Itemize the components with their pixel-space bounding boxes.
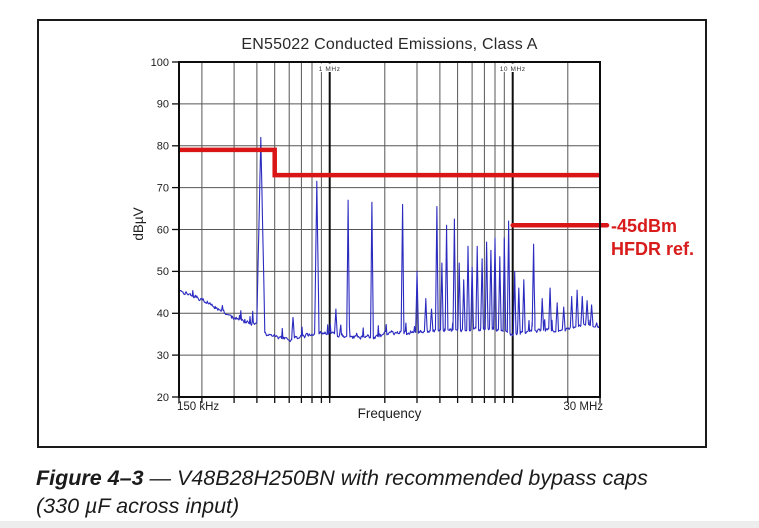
y-tick-label: 100 <box>151 57 169 69</box>
x-axis-start-label: 150 kHz <box>177 401 220 413</box>
x-axis-end-label: 30 MHz <box>563 401 603 413</box>
limit-line <box>179 147 600 178</box>
x-decade-label: 10 MHz <box>500 66 526 73</box>
figure-caption: Figure 4–3 — V48B28H250BN with recommend… <box>36 464 726 520</box>
caption-title: V48B28H250BN with recommended bypass cap… <box>177 466 648 490</box>
emissions-trace <box>178 136 600 343</box>
grid-lines <box>179 62 600 397</box>
hfdr-ref-annotation-line2: HFDR ref. <box>611 239 695 259</box>
y-tick-label: 50 <box>157 266 169 278</box>
hfdr-ref-annotation-line1: -45dBm <box>611 216 678 236</box>
y-tick-label: 30 <box>157 350 169 362</box>
x-decade-labels: 1 MHz 10 MHz <box>315 63 530 73</box>
y-tick-label: 70 <box>157 182 169 194</box>
y-tick-label: 40 <box>157 308 169 320</box>
page-edge <box>0 521 759 528</box>
axis-ticks <box>172 61 601 403</box>
caption-figure-number: Figure 4–3 <box>36 466 144 490</box>
x-decade-label: 1 MHz <box>319 66 341 73</box>
decade-lines <box>328 62 514 397</box>
chart-title: EN55022 Conducted Emissions, Class A <box>241 36 538 53</box>
y-tick-labels: 100 90 80 70 60 50 40 30 20 <box>151 57 169 404</box>
y-tick-label: 80 <box>157 141 169 153</box>
hfdr-ref-annotation: -45dBm HFDR ref. <box>611 215 694 261</box>
caption-line-2: (330 µF across input) <box>36 494 240 518</box>
x-axis-title: Frequency <box>357 406 422 421</box>
caption-line-1: Figure 4–3 — V48B28H250BN with recommend… <box>36 464 726 492</box>
y-tick-label: 90 <box>157 99 169 111</box>
caption-dash: — <box>143 466 177 490</box>
y-tick-label: 60 <box>157 224 169 236</box>
y-tick-label: 20 <box>157 392 169 404</box>
y-axis-label: dBµV <box>131 207 146 241</box>
